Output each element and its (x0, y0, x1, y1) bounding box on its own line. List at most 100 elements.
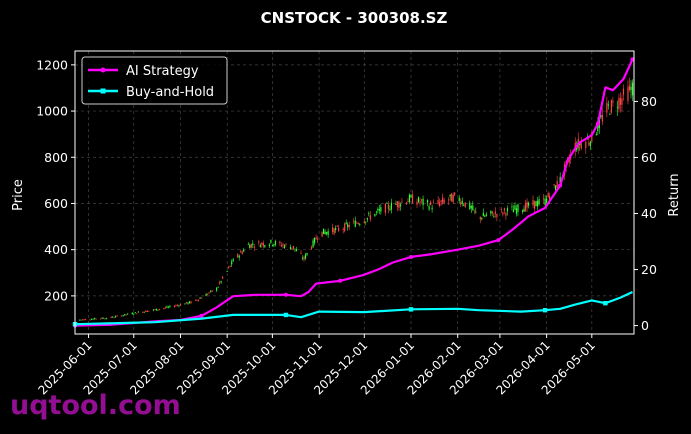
candle-body (200, 297, 203, 299)
y-axis-label: Price (11, 179, 26, 211)
series-point (496, 238, 501, 243)
candle-body (178, 305, 180, 307)
candle-body (514, 205, 516, 210)
series-point (338, 278, 343, 283)
candle-body (374, 214, 376, 217)
candle-body (131, 312, 133, 315)
candle-body (176, 305, 179, 307)
chart-title: CNSTOCK - 300308.SZ (261, 9, 448, 27)
y-tick-label: 400 (44, 242, 68, 257)
candle-body (345, 222, 347, 224)
candle-body (503, 208, 506, 211)
candle-body (363, 221, 365, 224)
candle-body (515, 208, 518, 214)
candle-body (289, 247, 292, 250)
candle-body (310, 247, 313, 249)
candle-body (295, 249, 298, 252)
candle-body (390, 202, 393, 210)
candle-body (527, 202, 530, 206)
candle-body (628, 85, 631, 91)
candle-body (618, 97, 620, 110)
candle-body (512, 209, 515, 213)
series-point (603, 300, 608, 306)
candle-body (306, 253, 308, 255)
candle-body (535, 201, 537, 207)
candle-body (169, 305, 171, 307)
candle-body (158, 309, 160, 311)
candle-body (443, 199, 445, 204)
candle-body (259, 245, 261, 248)
candle-body (250, 243, 252, 248)
candle-body (100, 318, 102, 320)
candle-body (179, 304, 182, 306)
candle-body (321, 231, 323, 237)
candle-body (532, 199, 534, 206)
candle-body (342, 228, 344, 230)
candle-body (576, 146, 578, 151)
candle-body (366, 217, 368, 220)
candle-body (219, 282, 221, 284)
candle-body (112, 316, 114, 318)
candle-body (335, 227, 337, 230)
candle-body (262, 242, 264, 247)
candle-body (237, 254, 239, 258)
candle-body (536, 200, 539, 207)
candle-body (452, 194, 454, 203)
candle-body (378, 209, 380, 211)
candle-body (517, 204, 519, 212)
candle-body (460, 202, 462, 205)
candle-body (442, 197, 444, 203)
candle-body (384, 203, 386, 213)
series-point (542, 307, 548, 313)
candle-body (301, 257, 304, 259)
candle-body (136, 313, 138, 315)
candle-body (273, 244, 275, 246)
y2-tick-label: 40 (641, 206, 657, 221)
candle-body (154, 309, 156, 311)
candle-body (595, 134, 597, 136)
candle-body (473, 209, 475, 211)
candle-body (377, 208, 379, 211)
candle-body (493, 216, 495, 218)
candle-body (333, 228, 335, 235)
candle-body (521, 210, 524, 212)
candle-body (411, 194, 414, 204)
candle-body (461, 200, 463, 204)
candle-body (542, 198, 545, 200)
candle-body (610, 100, 612, 113)
candle-body (258, 241, 260, 243)
candle-body (240, 251, 242, 253)
candle-body (116, 315, 118, 317)
series-point (199, 313, 204, 318)
candle-body (217, 287, 219, 288)
candle-body (197, 299, 200, 301)
candle-body (380, 207, 382, 212)
candle-body (89, 319, 91, 321)
candle-body (316, 238, 319, 240)
candle-body (241, 251, 243, 254)
candle-body (283, 245, 286, 249)
candle-body (420, 199, 423, 201)
candle-body (549, 195, 551, 200)
candle-body (365, 221, 367, 223)
candle-body (454, 192, 456, 195)
candle-body (547, 193, 549, 198)
candle-body (356, 222, 358, 224)
candle-body (580, 143, 582, 149)
candle-body (458, 197, 460, 201)
candle-body (612, 100, 614, 103)
y2-tick-label: 80 (641, 94, 657, 109)
candle-body (137, 311, 139, 313)
series-point (409, 254, 414, 259)
candle-body (313, 237, 316, 243)
candle-body (472, 205, 474, 211)
candle-body (469, 202, 471, 210)
candle-body (115, 316, 117, 318)
y-tick-label: 200 (44, 288, 68, 303)
candle-body (464, 202, 466, 207)
candle-body (437, 200, 439, 204)
candle-body (338, 227, 340, 231)
candle-body (585, 141, 587, 149)
candle-body (607, 104, 609, 106)
candle-body (285, 243, 287, 245)
